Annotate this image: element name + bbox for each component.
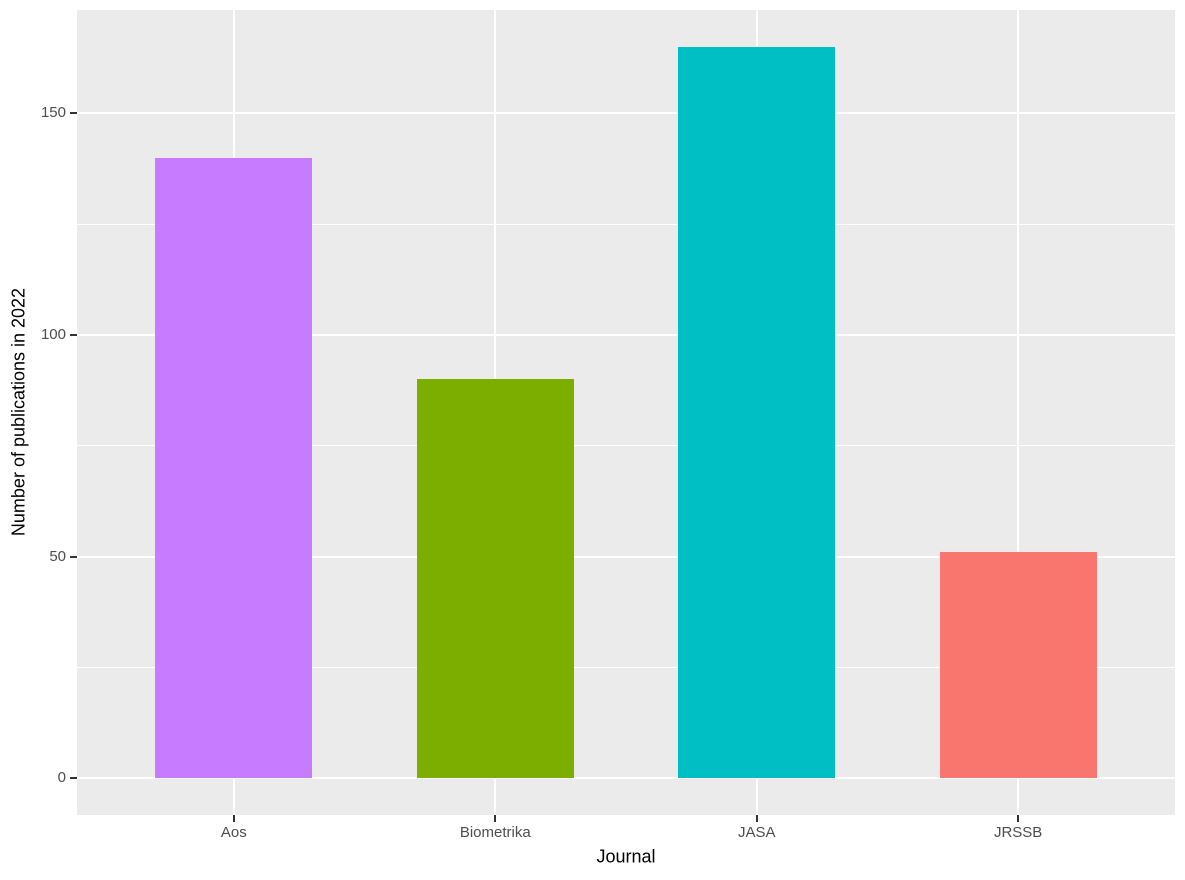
x-tick-label: JASA — [737, 824, 776, 841]
minor-gridline — [77, 445, 1175, 447]
bar-aos — [155, 157, 313, 779]
minor-gridline — [77, 666, 1175, 668]
x-tick-mark — [494, 815, 497, 822]
minor-gridline — [77, 223, 1175, 225]
y-tick-mark — [70, 112, 77, 115]
bar-jrssb — [939, 552, 1097, 779]
major-gridline — [77, 777, 1175, 780]
major-gridline — [77, 333, 1175, 336]
y-tick-mark — [70, 333, 77, 336]
x-tick-label: Biometrika — [459, 824, 531, 841]
major-gridline — [77, 555, 1175, 558]
x-tick-label: Aos — [220, 824, 247, 841]
bar-jasa — [678, 46, 836, 779]
x-tick-mark — [232, 815, 235, 822]
bar-biometrika — [416, 379, 574, 779]
x-axis-title: Journal — [596, 846, 656, 867]
plot-panel — [77, 10, 1175, 815]
y-tick-mark — [70, 555, 77, 558]
y-tick-label: 100 — [40, 325, 66, 343]
major-gridline-vertical — [1017, 10, 1020, 815]
x-tick-label: JRSSB — [993, 824, 1043, 841]
x-tick-mark — [755, 815, 758, 822]
x-tick-mark — [1017, 815, 1020, 822]
y-tick-label: 0 — [57, 769, 66, 787]
y-tick-label: 50 — [49, 547, 66, 565]
major-gridline — [77, 112, 1175, 115]
y-tick-label: 150 — [40, 104, 66, 122]
y-tick-mark — [70, 777, 77, 780]
